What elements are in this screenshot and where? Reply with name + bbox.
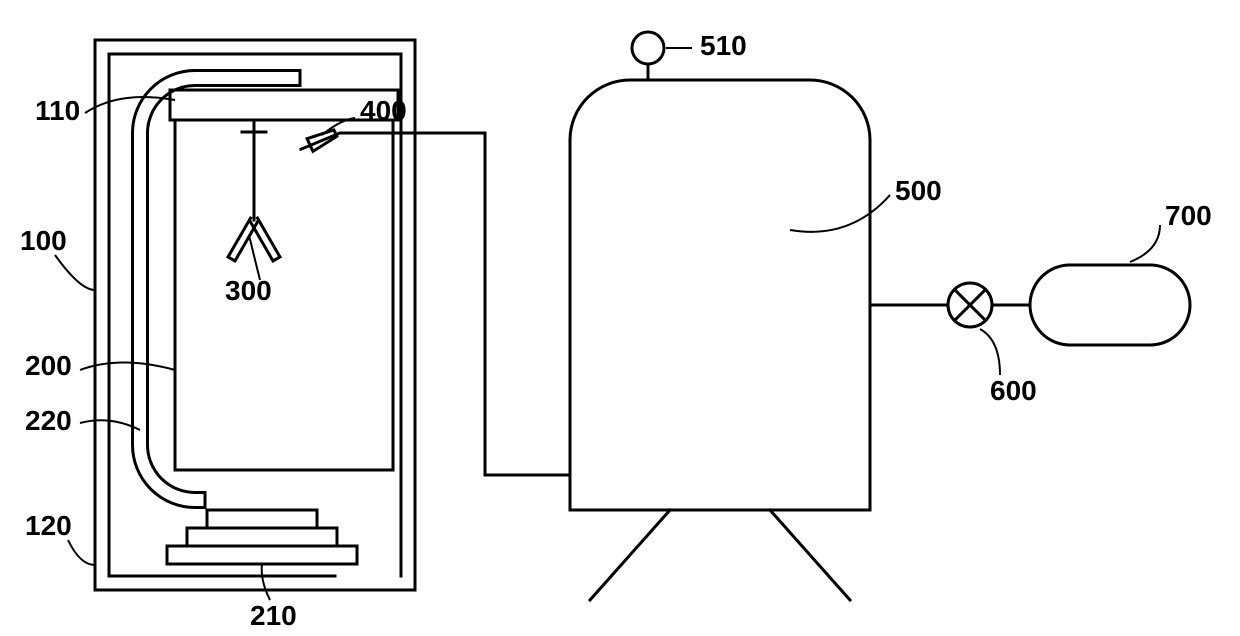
label-l500: 500 (895, 175, 942, 206)
label-l110: 110 (35, 95, 80, 126)
label-l300: 300 (225, 275, 272, 306)
label-l200: 200 (25, 350, 72, 381)
label-l220: 220 (25, 405, 72, 436)
label-l600: 600 (990, 375, 1037, 406)
label-l400: 400 (360, 95, 407, 126)
label-l510: 510 (700, 30, 747, 61)
label-l120: 120 (25, 510, 72, 541)
label-l210: 210 (250, 600, 297, 631)
label-l100: 100 (20, 225, 67, 256)
label-l700: 700 (1165, 200, 1212, 231)
